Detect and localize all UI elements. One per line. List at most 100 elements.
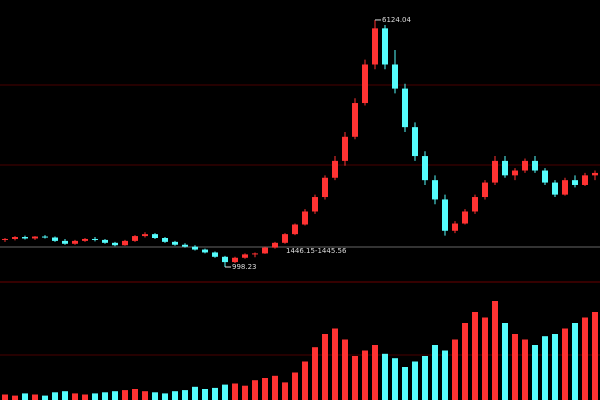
volume-bar — [492, 301, 498, 400]
candle-body — [52, 237, 58, 241]
volume-bar — [252, 380, 258, 400]
candle-body — [222, 256, 228, 263]
candle-body — [402, 88, 408, 128]
candle-body — [492, 160, 498, 183]
candle-body — [2, 238, 8, 240]
candle-body — [82, 238, 88, 241]
candle-body — [382, 28, 388, 65]
candle-body — [592, 172, 598, 176]
candle-body — [22, 237, 28, 239]
volume-bar — [182, 390, 188, 400]
volume-bar — [582, 317, 588, 400]
candle-body — [62, 240, 68, 244]
volume-bar — [302, 361, 308, 400]
volume-bar — [592, 312, 598, 400]
candle-body — [32, 236, 38, 239]
volume-bar — [412, 361, 418, 400]
volume-bar — [242, 385, 248, 400]
volume-bar — [122, 390, 128, 400]
volume-bar — [382, 353, 388, 400]
candle-body — [302, 211, 308, 225]
volume-bar — [462, 323, 468, 400]
volume-bar — [482, 317, 488, 400]
volume-bar — [542, 336, 548, 400]
candle-body — [292, 224, 298, 235]
candle-body — [352, 103, 358, 137]
volume-bar — [552, 334, 558, 400]
volume-bar — [232, 383, 238, 400]
candle-body — [472, 197, 478, 212]
candle-body — [272, 242, 278, 248]
min-label: 998.23 — [232, 263, 257, 271]
volume-bar — [292, 372, 298, 400]
candle-body — [552, 182, 558, 195]
max-label: 6124.04 — [382, 16, 411, 24]
candle-body — [482, 182, 488, 198]
candle-body — [242, 254, 248, 258]
candle-body — [172, 241, 178, 245]
volume-bar — [52, 392, 58, 400]
volume-bar — [202, 389, 208, 400]
volume-bar — [112, 391, 118, 400]
candle-body — [452, 223, 458, 231]
candle-body — [582, 175, 588, 185]
candle-body — [202, 249, 208, 253]
volume-bar — [82, 394, 88, 400]
candle-body — [572, 180, 578, 185]
candle-body — [212, 252, 218, 257]
candle-body — [502, 160, 508, 176]
candle-body — [312, 197, 318, 212]
volume-bar — [532, 345, 538, 400]
volume-bar — [522, 339, 528, 400]
volume-bar — [22, 393, 28, 400]
candle-body — [152, 234, 158, 238]
volume-bar — [392, 358, 398, 400]
candle-body — [322, 177, 328, 198]
volume-bar — [2, 394, 8, 400]
volume-bar — [472, 312, 478, 400]
volume-bar — [42, 395, 48, 400]
candle-body — [542, 170, 548, 183]
candle-body — [142, 234, 148, 237]
volume-bar — [572, 323, 578, 400]
candle-body — [182, 244, 188, 247]
volume-bar — [72, 393, 78, 400]
volume-bar — [142, 391, 148, 400]
volume-bar — [502, 323, 508, 400]
volume-bar — [162, 393, 168, 400]
volume-bar — [332, 328, 338, 400]
candle-body — [112, 242, 118, 246]
volume-bar — [352, 356, 358, 400]
candle-body — [342, 136, 348, 161]
candle-body — [72, 240, 78, 244]
volume-bar — [512, 334, 518, 400]
volume-bar — [262, 378, 268, 400]
volume-bar — [272, 375, 278, 400]
candle-body — [432, 180, 438, 200]
volume-bar — [402, 367, 408, 400]
volume-bar — [562, 328, 568, 400]
volume-bar — [92, 393, 98, 400]
candle-body — [522, 160, 528, 171]
candle-body — [122, 240, 128, 246]
volume-bar — [222, 384, 228, 400]
candle-body — [412, 127, 418, 157]
volume-bar — [312, 347, 318, 400]
candle-body — [442, 199, 448, 231]
candle-body — [372, 28, 378, 65]
volume-bar — [422, 356, 428, 400]
candle-body — [562, 180, 568, 195]
annotation: 1446.15-1445.56 — [286, 247, 347, 255]
volume-bar — [372, 345, 378, 400]
volume-bar — [362, 350, 368, 400]
candle-body — [192, 246, 198, 250]
candle-body — [12, 237, 18, 239]
candle-body — [252, 253, 258, 255]
volume-bar — [432, 345, 438, 400]
volume-bar — [132, 389, 138, 400]
volume-bar — [172, 391, 178, 400]
volume-bar — [12, 395, 18, 400]
candle-body — [422, 156, 428, 181]
